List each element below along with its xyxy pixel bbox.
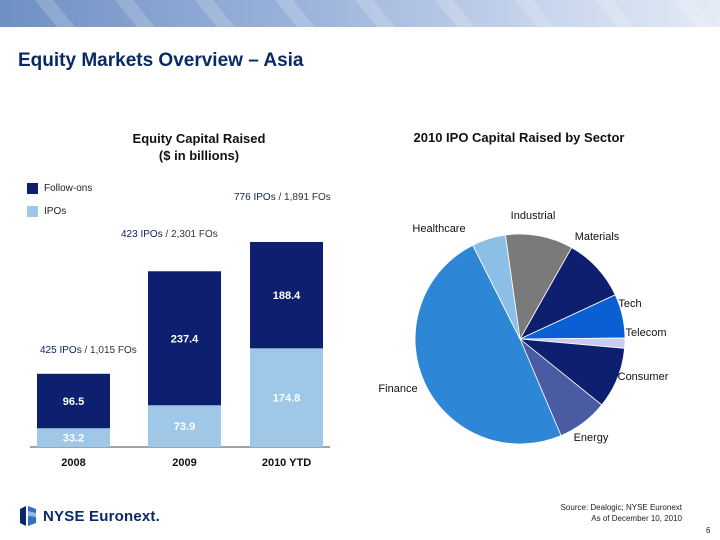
bar-label-ipos-0: 33.2 [63,433,84,445]
bar-follow-ons-0 [37,373,110,429]
logo-text: NYSE Euronext. [43,507,160,525]
pie-slice-healthcare [472,234,521,340]
pie-label-materials: Materials [575,231,620,243]
annotation-2010-ipos: 776 IPOs [234,192,276,203]
bar-chart-title: Equity Capital Raised ($ in billions) [96,130,302,164]
source-note: Source: Dealogic; NYSE Euronext As of De… [520,502,682,524]
legend-follow-ons: Follow-ons [27,182,92,194]
annotation-2009-ipos: 423 IPOs [121,229,163,240]
banner-pattern [35,0,715,27]
pie-label-energy: Energy [574,432,609,444]
bar-label-ipos-1: 73.9 [174,421,195,433]
bar-ipos-0 [37,428,110,447]
x-tick-label-2: 2010 YTD [262,457,311,469]
bar-ipos-2 [250,348,323,447]
pie-label-finance: Finance [378,383,417,395]
pie-slice-finance [414,244,562,445]
pie-label-healthcare: Healthcare [412,223,465,235]
header-banner [0,0,720,27]
bar-follow-ons-1 [148,271,221,406]
pie-label-telecom: Telecom [626,327,667,339]
bar-label-follow-ons-1: 237.4 [171,333,199,345]
bar-chart-title-line1: Equity Capital Raised [132,131,266,146]
bar-ipos-1 [148,405,221,447]
legend-ipos: IPOs [27,205,66,217]
annotation-2008-ipos: 425 IPOs [40,345,82,356]
pie-label-industrial: Industrial [511,210,556,222]
nyse-euronext-logo: NYSE Euronext. [18,505,160,527]
annotation-2009: 423 IPOs / 2,301 FOs [121,229,218,240]
legend-label-follow-ons: Follow-ons [44,182,93,194]
legend-label-ipos: IPOs [44,205,67,217]
annotation-2008-fos: 1,015 FOs [90,345,137,356]
bar-label-follow-ons-2: 188.4 [273,290,301,302]
page-title: Equity Markets Overview – Asia [18,50,304,71]
annotation-2009-fos: 2,301 FOs [171,229,218,240]
annotation-2010-sep: / [275,192,285,203]
annotation-2009-sep: / [162,229,172,240]
bar-label-follow-ons-0: 96.5 [63,396,84,408]
source-line2: As of December 10, 2010 [591,514,682,523]
source-line1: Source: Dealogic; NYSE Euronext [560,503,682,512]
x-tick-label-0: 2008 [61,457,85,469]
annotation-2008: 425 IPOs / 1,015 FOs [40,345,137,356]
annotation-2010: 776 IPOs / 1,891 FOs [234,192,331,203]
pie-label-tech: Tech [618,298,641,310]
nyse-euronext-globe-icon [20,506,36,526]
bar-follow-ons-2 [250,241,323,349]
bar-chart-title-line2: ($ in billions) [158,148,240,163]
x-tick-label-1: 2009 [172,457,196,469]
annotation-2010-fos: 1,891 FOs [284,192,331,203]
legend-swatch-follow-ons [27,182,38,194]
page-number: 6 [706,526,711,535]
pie-slice-industrial [504,233,573,341]
annotation-2008-sep: / [81,345,91,356]
bar-label-ipos-2: 174.8 [273,393,301,405]
legend-swatch-ipos [27,205,38,217]
pie-chart-title: 2010 IPO Capital Raised by Sector [413,130,625,145]
pie-label-consumer: Consumer [618,371,669,383]
